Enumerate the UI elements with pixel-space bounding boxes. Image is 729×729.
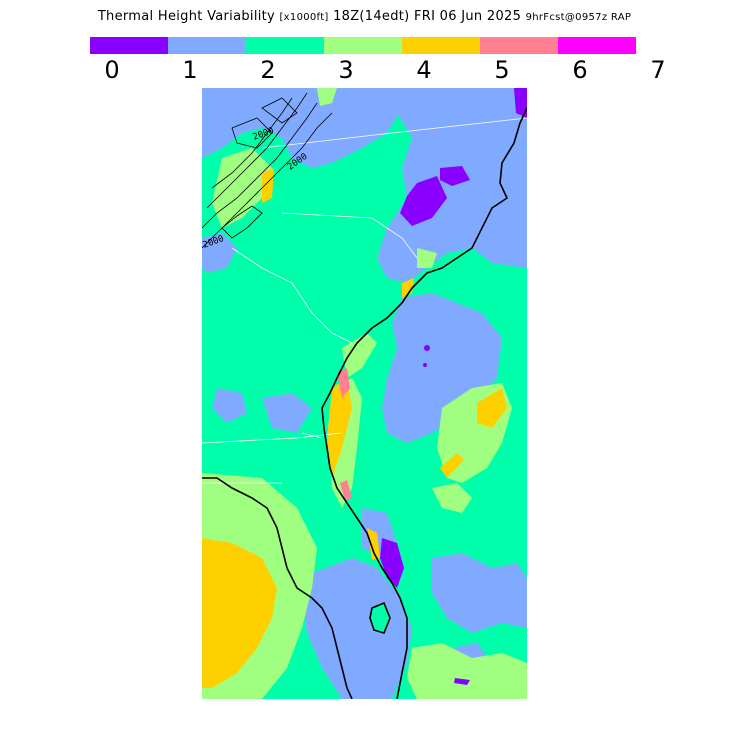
coastline — [202, 107, 527, 699]
legend-tick: 3 — [338, 56, 354, 84]
field-level-4 — [202, 168, 507, 688]
legend-swatch-2-3 — [246, 37, 324, 54]
color-legend — [90, 37, 636, 54]
field-level-5 — [337, 368, 352, 500]
legend-tick: 0 — [104, 56, 120, 84]
legend-swatch-6-7 — [558, 37, 636, 54]
lake-okeechobee — [369, 601, 391, 634]
legend-swatch-4-5 — [402, 37, 480, 54]
terrain-contours — [202, 92, 333, 249]
legend-tick: 4 — [416, 56, 432, 84]
valid-time-text: 18Z(14edt) FRI 06 Jun 2025 — [333, 9, 522, 24]
legend-swatch-5-6 — [480, 37, 558, 54]
legend-swatch-1-2 — [168, 37, 246, 54]
legend-tick: 5 — [494, 56, 510, 84]
legend-tick: 1 — [182, 56, 198, 84]
map-title: Thermal Height Variability [x1000ft] 18Z… — [0, 9, 729, 24]
title-text: Thermal Height Variability — [97, 9, 276, 24]
legend-swatch-0-1 — [90, 37, 168, 54]
legend-tick: 7 — [650, 56, 666, 84]
map-svg: 2000 2000 2000 — [202, 88, 527, 699]
legend-ticks: 0 1 2 3 4 5 6 7 — [0, 56, 729, 86]
units-text: [x1000ft] — [279, 12, 329, 23]
field-level-0 — [380, 88, 527, 685]
forecast-text: 9hrFcst@0957z RAP — [525, 12, 632, 23]
thermal-variability-map: 2000 2000 2000 — [202, 88, 527, 699]
legend-swatch-3-4 — [324, 37, 402, 54]
legend-tick: 6 — [572, 56, 588, 84]
legend-tick: 2 — [260, 56, 276, 84]
